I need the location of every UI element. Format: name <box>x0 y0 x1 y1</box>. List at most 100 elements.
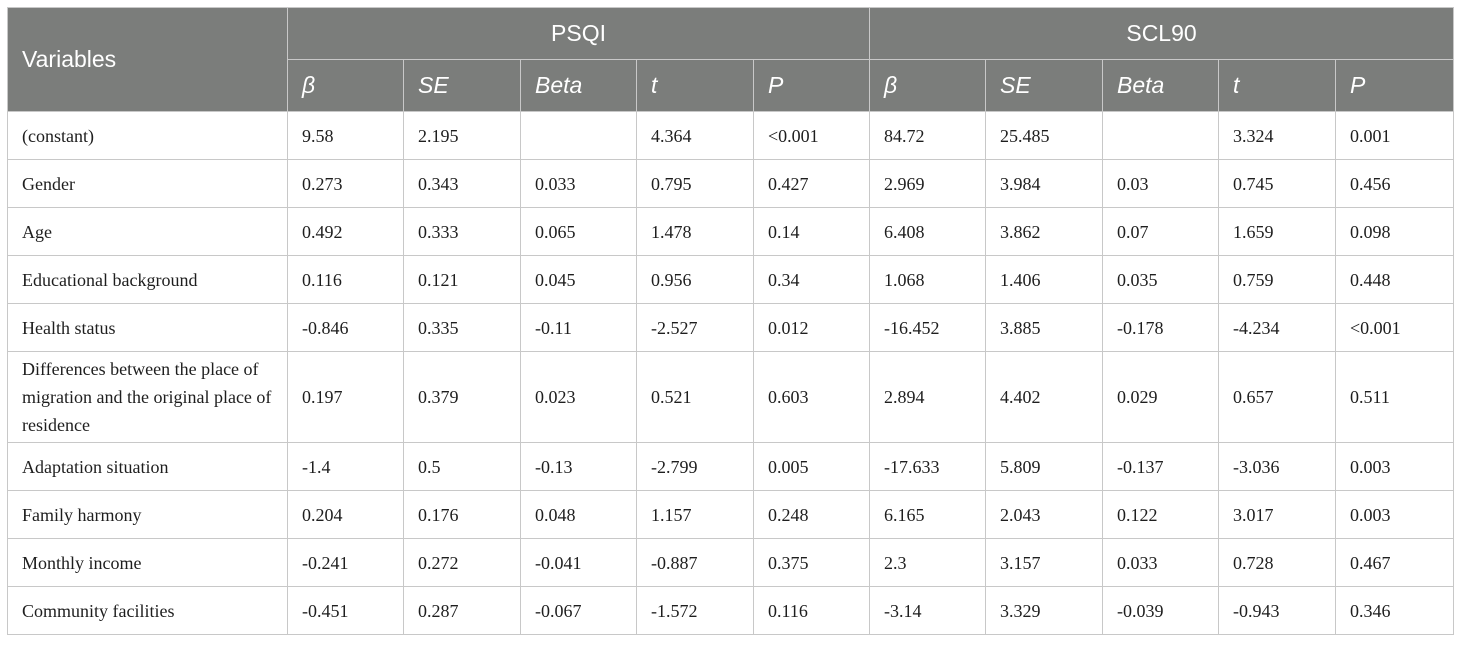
row-label: Community facilities <box>7 586 288 635</box>
row-label: Educational background <box>7 255 288 304</box>
column-header-psqi-4: P <box>752 59 871 112</box>
table-cell: 3.324 <box>1218 111 1337 160</box>
table-cell: -3.14 <box>869 586 987 635</box>
table-cell <box>520 111 637 160</box>
table-cell: -0.067 <box>520 586 637 635</box>
table-row: Community facilities -0.451 0.287 -0.067 -1.… <box>7 586 1455 635</box>
table-row: Educational background 0.116 0.121 0.045 0.9… <box>7 255 1455 304</box>
table-cell: 2.043 <box>985 490 1104 539</box>
table-cell: -0.178 <box>1102 303 1220 352</box>
table-cell: 9.58 <box>287 111 404 160</box>
table-cell: 0.456 <box>1335 159 1455 208</box>
table-cell: 0.204 <box>287 490 404 539</box>
table-cell: 0.023 <box>520 351 637 443</box>
group-header-row: Variables PSQI SCL90 <box>7 7 1455 112</box>
table-cell: -2.527 <box>636 303 754 352</box>
table-cell: -0.943 <box>1218 586 1337 635</box>
row-label: (constant) <box>7 111 288 160</box>
row-label: Family harmony <box>7 490 288 539</box>
table-cell: -0.846 <box>287 303 404 352</box>
table-cell: 5.809 <box>985 442 1104 491</box>
table-cell: -2.799 <box>636 442 754 491</box>
table-cell: 0.029 <box>1102 351 1220 443</box>
table-cell: 0.343 <box>403 159 521 208</box>
table-cell: 0.467 <box>1335 538 1455 587</box>
table-cell: 0.759 <box>1218 255 1337 304</box>
table-cell: 1.068 <box>869 255 987 304</box>
table-cell: -0.13 <box>520 442 637 491</box>
column-header-psqi-2: Beta <box>520 59 637 112</box>
table-cell: 0.048 <box>520 490 637 539</box>
table-cell: 6.165 <box>869 490 987 539</box>
table-cell: 0.375 <box>752 538 871 587</box>
row-label: Adaptation situation <box>7 442 288 491</box>
table-cell: 25.485 <box>985 111 1104 160</box>
table-cell: -16.452 <box>869 303 987 352</box>
table-cell: 1.406 <box>985 255 1104 304</box>
table-cell: -0.041 <box>520 538 637 587</box>
table-row: (constant) 9.58 2.195 4.364 <0.001 84.72 25.48… <box>7 111 1455 160</box>
scl90-group-header: SCL90 <box>869 7 1455 60</box>
table-cell: 0.379 <box>403 351 521 443</box>
table-row: Health status -0.846 0.335 -0.11 -2.527 0.012… <box>7 303 1455 352</box>
column-header-psqi-0: β <box>287 59 404 112</box>
table-cell: 84.72 <box>869 111 987 160</box>
table-cell: 0.795 <box>636 159 754 208</box>
table-cell: 0.098 <box>1335 207 1455 256</box>
table-cell: -0.241 <box>287 538 404 587</box>
table-cell: -0.039 <box>1102 586 1220 635</box>
table-cell: 0.5 <box>403 442 521 491</box>
table-cell: 3.017 <box>1218 490 1337 539</box>
table-cell: 0.346 <box>1335 586 1455 635</box>
table-cell: 0.176 <box>403 490 521 539</box>
table-cell: 0.492 <box>287 207 404 256</box>
table-cell: 0.511 <box>1335 351 1455 443</box>
table-cell: 0.121 <box>403 255 521 304</box>
table-cell: 0.003 <box>1335 490 1455 539</box>
table-cell: 0.001 <box>1335 111 1455 160</box>
table-cell: 0.033 <box>1102 538 1220 587</box>
table-cell: -3.036 <box>1218 442 1337 491</box>
row-label: Differences between the place of migrati… <box>7 351 288 443</box>
table-row: Adaptation situation -1.4 0.5 -0.13 -2.799 0.… <box>7 442 1455 491</box>
table-cell: 4.364 <box>636 111 754 160</box>
table-cell: 0.065 <box>520 207 637 256</box>
row-label: Monthly income <box>7 538 288 587</box>
table-cell: -4.234 <box>1218 303 1337 352</box>
column-header-scl90-2: Beta <box>1102 59 1220 112</box>
column-header-psqi-3: t <box>636 59 754 112</box>
table-cell: 0.745 <box>1218 159 1337 208</box>
table-cell: 0.335 <box>403 303 521 352</box>
column-header-scl90-1: SE <box>985 59 1104 112</box>
column-header-scl90-0: β <box>869 59 987 112</box>
table-cell: 0.005 <box>752 442 871 491</box>
table-cell: 0.197 <box>287 351 404 443</box>
table-cell: 0.248 <box>752 490 871 539</box>
table-body: (constant) 9.58 2.195 4.364 <0.001 84.72 25.48… <box>7 111 1455 635</box>
table-cell: -0.137 <box>1102 442 1220 491</box>
table-row: Gender 0.273 0.343 0.033 0.795 0.427 2.969 3.98… <box>7 159 1455 208</box>
column-header-psqi-1: SE <box>403 59 521 112</box>
table-row: Age 0.492 0.333 0.065 1.478 0.14 6.408 3.862 0.0… <box>7 207 1455 256</box>
table-cell: 2.3 <box>869 538 987 587</box>
table-cell: 2.894 <box>869 351 987 443</box>
table-cell: 0.033 <box>520 159 637 208</box>
table-cell: -17.633 <box>869 442 987 491</box>
table-cell: 0.003 <box>1335 442 1455 491</box>
table-cell: 0.116 <box>287 255 404 304</box>
table-cell: 0.273 <box>287 159 404 208</box>
table-cell: 0.07 <box>1102 207 1220 256</box>
table-cell: -0.11 <box>520 303 637 352</box>
table-cell: 0.603 <box>752 351 871 443</box>
table-cell: 0.045 <box>520 255 637 304</box>
table-cell: 0.012 <box>752 303 871 352</box>
table-cell: 0.521 <box>636 351 754 443</box>
table-cell: 0.03 <box>1102 159 1220 208</box>
psqi-group-header: PSQI <box>286 7 871 60</box>
table-cell: 0.728 <box>1218 538 1337 587</box>
table-cell: 0.956 <box>636 255 754 304</box>
table-cell: -1.4 <box>287 442 404 491</box>
